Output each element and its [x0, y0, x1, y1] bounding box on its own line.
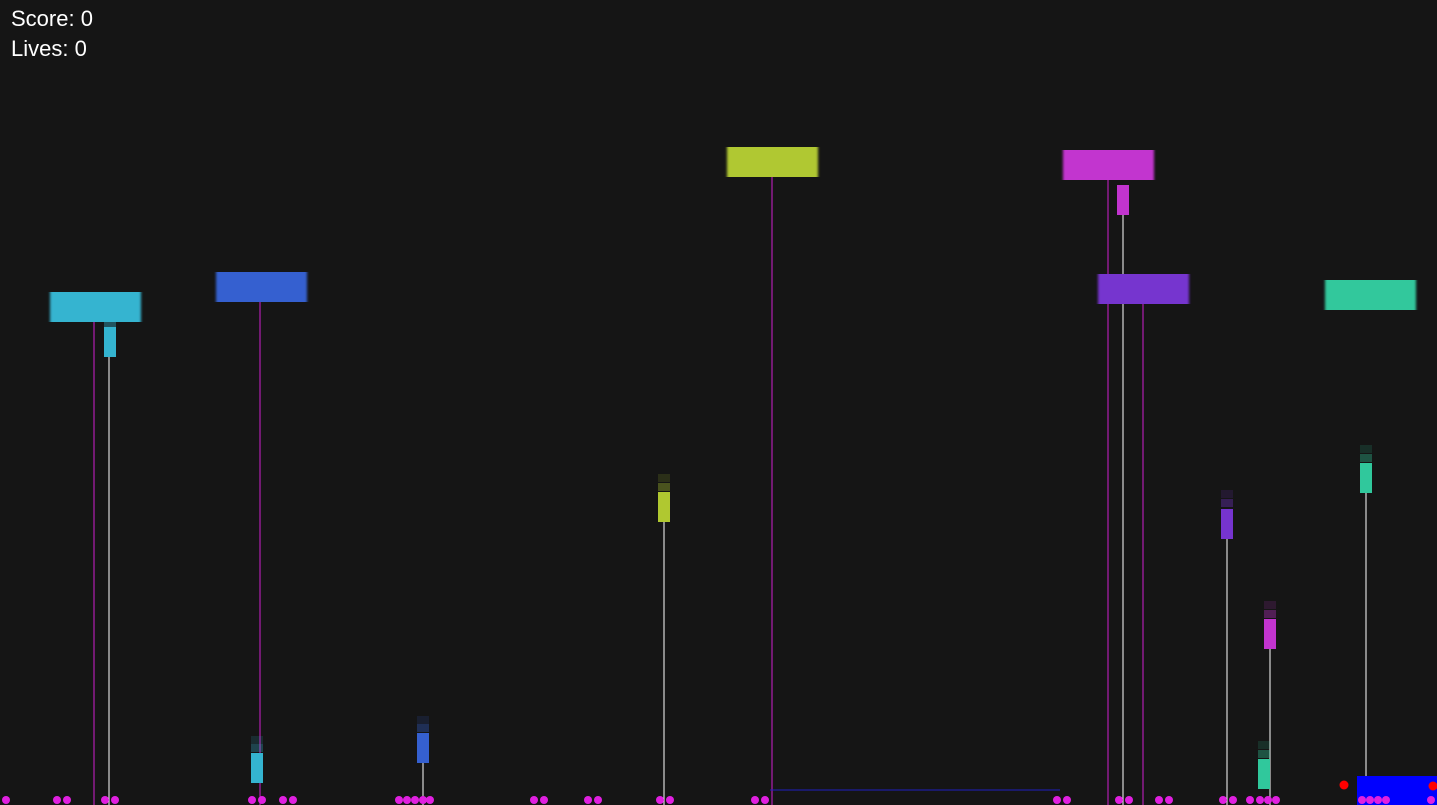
invader-block-cyan — [50, 292, 141, 322]
projectile-cyan — [104, 322, 116, 357]
projectile-purple — [1221, 490, 1233, 539]
projectile-teal — [1258, 741, 1270, 789]
invader-block-magenta — [1063, 150, 1154, 180]
invader-block-blue — [216, 272, 307, 302]
invader-block-lime — [727, 147, 818, 177]
projectile-cyan — [251, 736, 263, 783]
projectile-magenta — [1264, 601, 1276, 649]
invader-block-teal — [1325, 280, 1416, 310]
enemy-dot — [1339, 780, 1349, 790]
projectile-lime — [658, 474, 670, 522]
projectile-blue — [417, 716, 429, 763]
projectile-magenta — [1117, 185, 1129, 215]
hud: Score: 0 Lives: 0 — [11, 4, 93, 64]
enemy-dot — [1428, 781, 1437, 791]
score-display: Score: 0 — [11, 6, 93, 31]
projectile-teal — [1360, 445, 1372, 493]
ground-dots — [2, 796, 1435, 804]
lives-display: Lives: 0 — [11, 36, 87, 61]
invader-block-purple — [1098, 274, 1189, 304]
